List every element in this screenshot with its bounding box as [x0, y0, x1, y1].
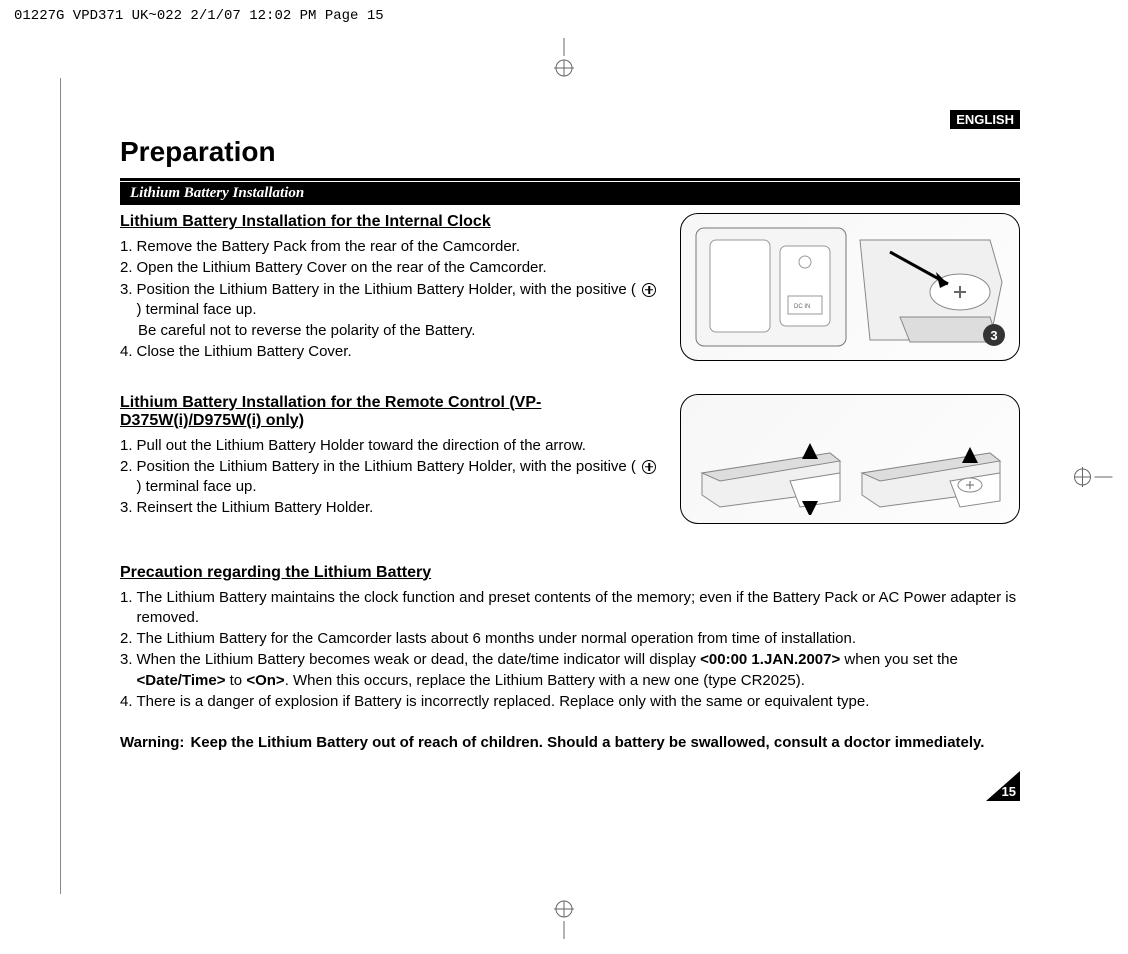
- p3-mid1: when you set the: [840, 651, 958, 668]
- remote-heading: Lithium Battery Installation for the Rem…: [120, 394, 660, 430]
- clock-heading: Lithium Battery Installation for the Int…: [120, 213, 660, 231]
- step-item: 1.Remove the Battery Pack from the rear …: [120, 237, 660, 257]
- remote-illustration: [689, 403, 1011, 515]
- figure-step-badge: 3: [983, 324, 1005, 346]
- step-number: 2.: [120, 258, 133, 278]
- page-number: 15: [1002, 784, 1016, 799]
- remote-text-column: Lithium Battery Installation for the Rem…: [120, 394, 660, 524]
- step-item: Be careful not to reverse the polarity o…: [120, 321, 660, 341]
- step-text: Position the Lithium Battery in the Lith…: [137, 457, 660, 498]
- step-number: 3.: [120, 498, 133, 518]
- step-text: Pull out the Lithium Battery Holder towa…: [137, 436, 660, 456]
- crop-mark-right: [1068, 457, 1113, 497]
- clock-steps: 1.Remove the Battery Pack from the rear …: [120, 237, 660, 363]
- item-text: The Lithium Battery for the Camcorder la…: [137, 629, 1020, 649]
- warning-label: Warning:: [120, 734, 184, 751]
- step-text: Remove the Battery Pack from the rear of…: [137, 237, 660, 257]
- item-number: 3.: [120, 650, 133, 691]
- step-text: Position the Lithium Battery in the Lith…: [137, 280, 660, 321]
- step-text-pre: Position the Lithium Battery in the Lith…: [137, 458, 641, 475]
- crop-left-edge: [60, 78, 62, 894]
- p3-mid2: to: [225, 672, 246, 689]
- item-number: 4.: [120, 692, 133, 712]
- crop-mark-top: [544, 38, 584, 83]
- step-text: Close the Lithium Battery Cover.: [137, 342, 660, 362]
- item-text: The Lithium Battery maintains the clock …: [137, 588, 1020, 629]
- page-title: Preparation: [120, 136, 1020, 168]
- step-text-post: ) terminal face up.: [137, 478, 257, 495]
- positive-terminal-icon: [642, 460, 656, 474]
- step-text: Reinsert the Lithium Battery Holder.: [137, 498, 660, 518]
- p3-bold1: <00:00 1.JAN.2007>: [700, 651, 840, 668]
- step-number: 1.: [120, 436, 133, 456]
- step-number: 2.: [120, 457, 133, 498]
- camcorder-illustration: DC IN: [689, 222, 1011, 352]
- clock-figure: DC IN 3: [680, 213, 1020, 361]
- step-text-post: ) terminal face up.: [137, 301, 257, 318]
- step-text: Be careful not to reverse the polarity o…: [138, 321, 660, 341]
- title-rule: [120, 178, 1020, 181]
- language-badge: ENGLISH: [950, 110, 1020, 129]
- step-number: 4.: [120, 342, 133, 362]
- precaution-item: 3.When the Lithium Battery becomes weak …: [120, 650, 1020, 691]
- step-number: 3.: [120, 280, 133, 321]
- p3-bold3: <On>: [246, 672, 284, 689]
- step-text: Open the Lithium Battery Cover on the re…: [137, 258, 660, 278]
- step-number: 1.: [120, 237, 133, 257]
- warning-block: Warning: Keep the Lithium Battery out of…: [120, 734, 1020, 751]
- p3-bold2: <Date/Time>: [137, 672, 226, 689]
- step-item: 1.Pull out the Lithium Battery Holder to…: [120, 436, 660, 456]
- step-item: 3.Position the Lithium Battery in the Li…: [120, 280, 660, 321]
- positive-terminal-icon: [642, 283, 656, 297]
- warning-text: Keep the Lithium Battery out of reach of…: [190, 734, 1020, 751]
- precaution-item: 2.The Lithium Battery for the Camcorder …: [120, 629, 1020, 649]
- precaution-item: 1.The Lithium Battery maintains the cloc…: [120, 588, 1020, 629]
- svg-text:DC IN: DC IN: [794, 304, 810, 310]
- precaution-section: Precaution regarding the Lithium Battery…: [120, 564, 1020, 752]
- section-banner: Lithium Battery Installation: [120, 182, 1020, 205]
- remote-figure: [680, 394, 1020, 524]
- p3-post: . When this occurs, replace the Lithium …: [285, 672, 805, 689]
- page-content: ENGLISH Preparation Lithium Battery Inst…: [120, 90, 1020, 751]
- precaution-item: 4.There is a danger of explosion if Batt…: [120, 692, 1020, 712]
- print-slug: 01227G VPD371 UK~022 2/1/07 12:02 PM Pag…: [14, 8, 384, 24]
- step-text-pre: Position the Lithium Battery in the Lith…: [137, 281, 641, 298]
- clock-text-column: Lithium Battery Installation for the Int…: [120, 213, 660, 364]
- item-number: 2.: [120, 629, 133, 649]
- precaution-heading: Precaution regarding the Lithium Battery: [120, 564, 1020, 582]
- remote-steps: 1.Pull out the Lithium Battery Holder to…: [120, 436, 660, 519]
- clock-section: Lithium Battery Installation for the Int…: [120, 213, 1020, 364]
- crop-mark-bottom: [544, 899, 584, 944]
- item-text: There is a danger of explosion if Batter…: [137, 692, 1020, 712]
- page-number-triangle: 15: [986, 771, 1020, 801]
- item-text: When the Lithium Battery becomes weak or…: [137, 650, 1020, 691]
- step-item: 2.Open the Lithium Battery Cover on the …: [120, 258, 660, 278]
- item-number: 1.: [120, 588, 133, 629]
- step-item: 4.Close the Lithium Battery Cover.: [120, 342, 660, 362]
- page-number-tab: 15: [986, 771, 1020, 801]
- remote-section: Lithium Battery Installation for the Rem…: [120, 394, 1020, 524]
- step-item: 2.Position the Lithium Battery in the Li…: [120, 457, 660, 498]
- p3-pre: When the Lithium Battery becomes weak or…: [137, 651, 701, 668]
- precaution-list: 1.The Lithium Battery maintains the cloc…: [120, 588, 1020, 713]
- step-item: 3.Reinsert the Lithium Battery Holder.: [120, 498, 660, 518]
